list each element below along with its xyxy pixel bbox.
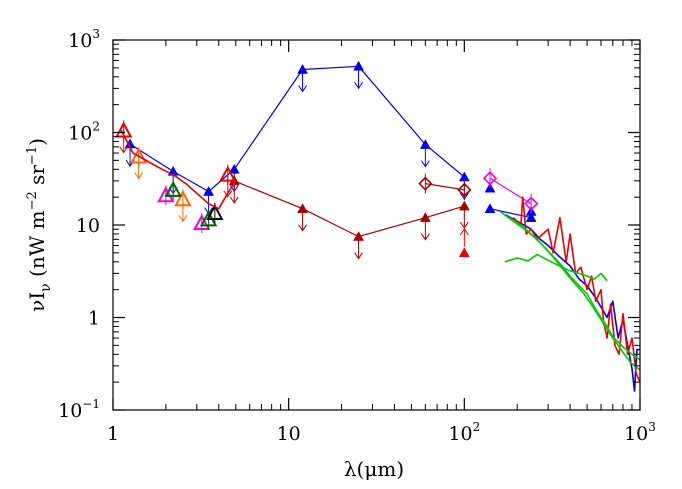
y-tick-label: 10−1	[58, 397, 100, 422]
plot-area	[114, 60, 641, 392]
x-tick-label: 102	[448, 420, 480, 445]
upper-limit-arrowhead	[119, 146, 129, 154]
upper-limit-arrowhead	[229, 196, 239, 204]
data-point	[297, 63, 309, 74]
data-point	[206, 203, 224, 220]
data-point	[164, 180, 182, 197]
upper-limit-arrowhead	[354, 252, 363, 260]
data-point	[457, 182, 472, 197]
upper-limit-arrowhead	[420, 160, 430, 168]
axes: 1 10 102 103 10−1 1 10 102 103	[58, 27, 656, 445]
x-tick-label: 103	[624, 420, 656, 445]
x-tick-label: 1	[107, 423, 119, 445]
upper-limit-arrowhead	[134, 172, 144, 180]
upper-limit-arrowhead	[223, 190, 233, 198]
y-tick-label: 1	[88, 308, 100, 330]
y-axis-title: νIν (nW m−2 sr−1)	[25, 138, 54, 312]
data-point	[129, 147, 148, 164]
series-line	[119, 128, 237, 210]
data-point	[484, 203, 496, 213]
data-point	[458, 200, 470, 211]
upper-limit-arrowhead	[298, 85, 307, 93]
data-point	[458, 247, 470, 258]
data-point	[174, 190, 192, 207]
series-line	[508, 217, 641, 371]
data-point	[525, 212, 537, 222]
series-line	[425, 183, 465, 191]
data-point	[193, 213, 211, 231]
data-point	[219, 165, 237, 182]
data-point	[418, 176, 433, 191]
data-point	[353, 60, 364, 71]
data-point	[482, 171, 498, 186]
x-axis-title: λ(μm)	[344, 457, 404, 481]
data-point	[523, 196, 539, 211]
y-tick-label: 102	[68, 120, 100, 145]
data-point	[228, 163, 240, 174]
data-point	[157, 186, 175, 203]
data-point	[203, 186, 214, 196]
series-line	[233, 180, 465, 238]
y-tick-label: 10	[76, 215, 100, 237]
lower-limit-arrowhead	[459, 227, 469, 236]
data-point	[419, 139, 431, 149]
data-point	[353, 231, 364, 241]
upper-limit-arrowhead	[178, 214, 188, 223]
data-point	[297, 203, 309, 213]
upper-limit-arrowhead	[420, 233, 430, 241]
series-line	[504, 213, 640, 392]
upper-limit-arrowhead	[354, 81, 363, 90]
series-line	[129, 65, 465, 193]
x-tick-label: 10	[277, 423, 301, 445]
data-point	[419, 212, 431, 222]
series-line	[489, 177, 532, 205]
y-tick-label: 103	[68, 27, 100, 52]
series-line	[512, 196, 641, 383]
upper-limit-arrowhead	[298, 224, 307, 232]
